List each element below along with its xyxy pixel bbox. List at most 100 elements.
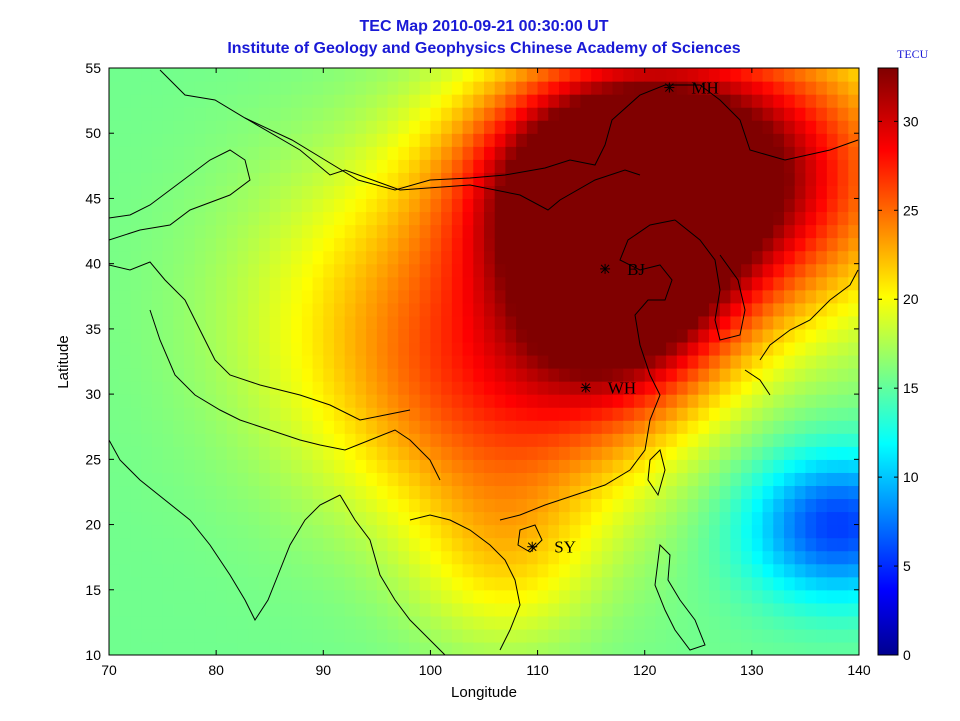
heatmap-cell <box>398 146 410 160</box>
heatmap-cell <box>141 302 153 317</box>
heatmap-cell <box>355 407 367 421</box>
heatmap-cell <box>730 237 742 252</box>
heatmap-cell <box>237 81 249 95</box>
heatmap-cell <box>580 185 592 200</box>
heatmap-cell <box>334 185 346 200</box>
heatmap-cell <box>580 224 592 239</box>
heatmap-cell <box>794 107 807 121</box>
heatmap-cell <box>548 224 560 239</box>
heatmap-cell <box>816 446 828 460</box>
heatmap-cell <box>816 328 828 343</box>
heatmap-cell <box>237 394 249 408</box>
station-label: WH <box>608 379 636 398</box>
heatmap-cell <box>344 211 357 226</box>
heatmap-cell <box>773 263 785 278</box>
heatmap-cell <box>205 550 217 565</box>
heatmap-cell <box>269 237 282 252</box>
colorbar <box>877 67 899 656</box>
heatmap-cell <box>151 237 164 252</box>
heatmap-cell <box>269 407 282 421</box>
heatmap-cell <box>130 120 142 134</box>
heatmap-cell <box>773 524 785 539</box>
heatmap-cell <box>473 498 485 513</box>
heatmap-cell <box>612 172 624 186</box>
heatmap-cell <box>409 446 421 460</box>
heatmap-cell <box>837 276 849 291</box>
heatmap-cell <box>676 537 689 552</box>
heatmap-cell <box>805 368 817 382</box>
heatmap-cell <box>687 120 699 134</box>
heatmap-cell <box>398 94 410 108</box>
heatmap-cell <box>387 550 399 565</box>
heatmap-cell <box>484 472 496 487</box>
heatmap-cell <box>484 94 496 108</box>
heatmap-cell <box>494 472 507 487</box>
heatmap-cell <box>473 341 485 356</box>
heatmap-cell <box>441 433 453 447</box>
heatmap-cell <box>173 120 185 134</box>
heatmap-cell <box>312 576 324 591</box>
heatmap-cell <box>430 641 442 655</box>
heatmap-cell <box>409 641 421 655</box>
heatmap-cell <box>387 237 399 252</box>
heatmap-cell <box>805 237 817 252</box>
heatmap-cell <box>280 498 292 513</box>
heatmap-cell <box>580 420 592 434</box>
heatmap-cell <box>237 602 249 617</box>
heatmap-cell <box>762 133 774 147</box>
heatmap-cell <box>216 354 228 369</box>
heatmap-cell <box>634 537 646 552</box>
heatmap-cell <box>173 472 185 487</box>
heatmap-cell <box>494 407 507 421</box>
heatmap-cell <box>516 328 528 343</box>
heatmap-cell <box>301 198 314 213</box>
heatmap-cell <box>323 472 335 487</box>
heatmap-cell <box>398 576 410 591</box>
heatmap-cell <box>441 198 453 213</box>
heatmap-cell <box>634 641 646 655</box>
heatmap-cell <box>601 550 614 565</box>
heatmap-cell <box>794 550 807 565</box>
heatmap-cell <box>248 302 260 317</box>
heatmap-cell <box>494 81 507 95</box>
heatmap-cell <box>505 185 517 200</box>
heatmap-cell <box>548 237 560 252</box>
heatmap-cell <box>451 289 464 304</box>
heatmap-cell <box>580 394 592 408</box>
heatmap-cell <box>676 498 689 513</box>
heatmap-cell <box>355 511 367 526</box>
heatmap-cell <box>462 550 474 565</box>
heatmap-cell <box>387 68 399 82</box>
heatmap-cell <box>387 250 399 265</box>
heatmap-cell <box>269 341 282 356</box>
heatmap-cell <box>441 472 453 487</box>
heatmap-cell <box>741 615 753 630</box>
heatmap-cell <box>226 250 239 265</box>
heatmap-cell <box>141 237 153 252</box>
heatmap-cell <box>184 68 196 82</box>
heatmap-cell <box>119 576 132 591</box>
heatmap-cell <box>655 550 667 565</box>
heatmap-cell <box>516 498 528 513</box>
heatmap-cell <box>130 394 142 408</box>
heatmap-cell <box>409 68 421 82</box>
heatmap-cell <box>591 237 603 252</box>
heatmap-cell <box>409 420 421 434</box>
heatmap-cell <box>451 302 464 317</box>
heatmap-cell <box>548 211 560 226</box>
heatmap-cell <box>355 628 367 643</box>
heatmap-cell <box>473 302 485 317</box>
heatmap-cell <box>216 315 228 330</box>
heatmap-cell <box>634 289 646 304</box>
heatmap-cell <box>451 341 464 356</box>
heatmap-cell <box>291 185 303 200</box>
heatmap-cell <box>344 341 357 356</box>
heatmap-cell <box>666 354 678 369</box>
heatmap-cell <box>848 589 859 604</box>
heatmap-cell <box>516 211 528 226</box>
heatmap-cell <box>741 120 753 134</box>
heatmap-cell <box>216 107 228 121</box>
heatmap-cell <box>162 459 174 473</box>
heatmap-cell <box>484 381 496 395</box>
heatmap-cell <box>687 628 699 643</box>
